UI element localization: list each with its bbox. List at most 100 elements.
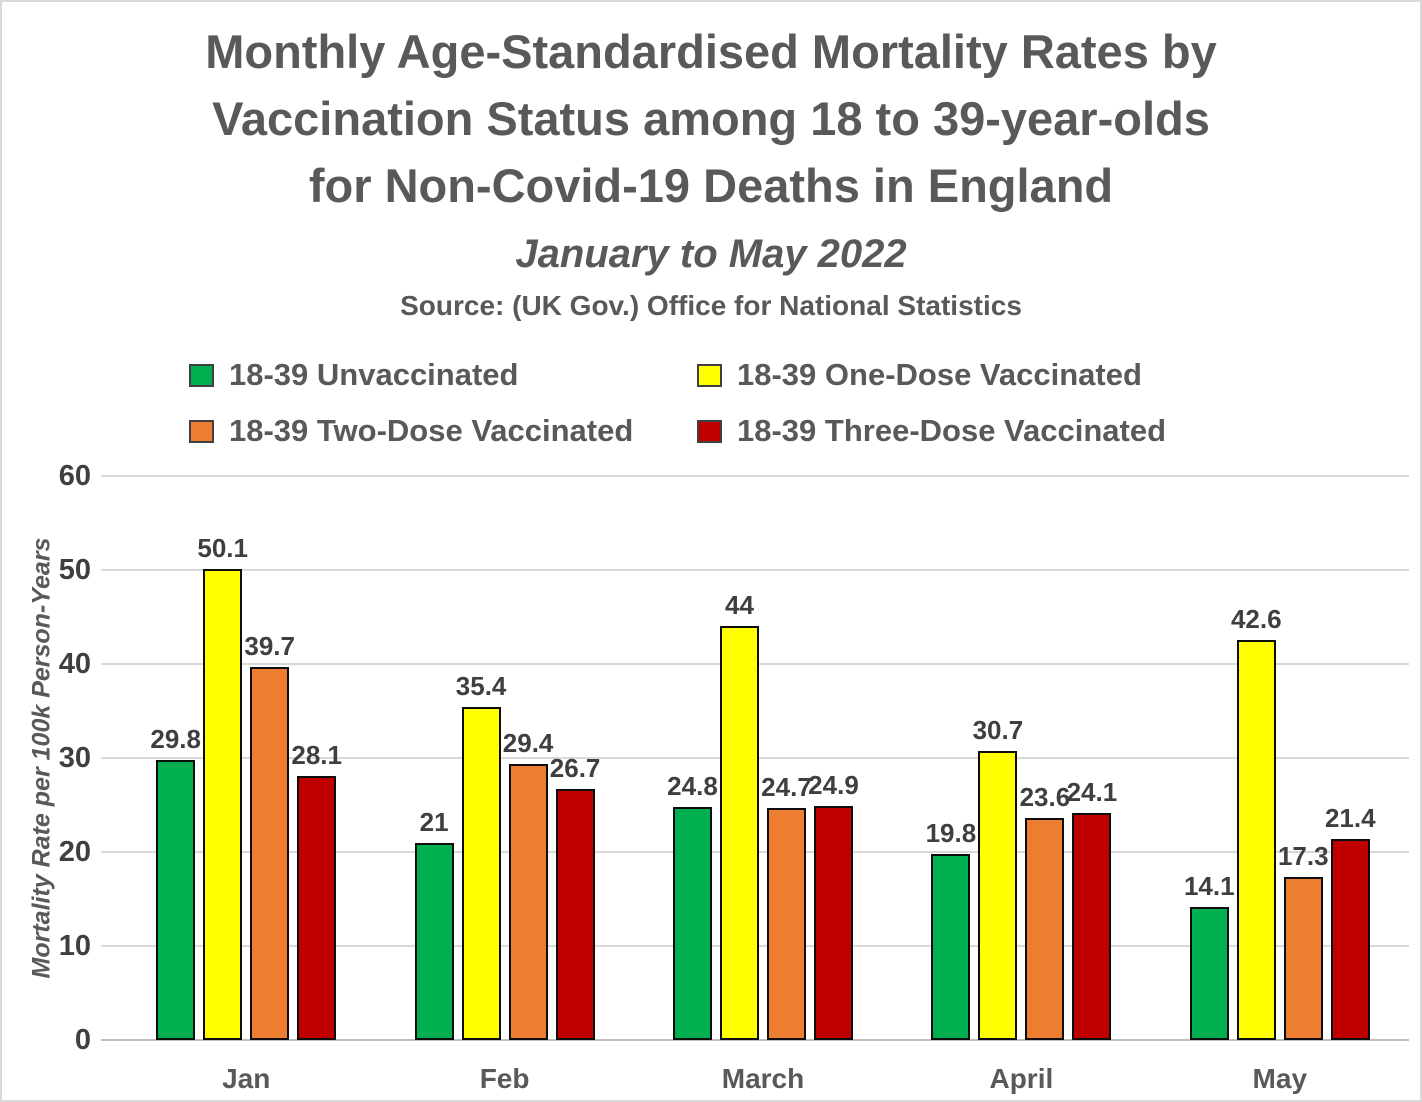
chart-legend: 18-39 Unvaccinated 18-39 One-Dose Vaccin… — [2, 354, 1420, 454]
chart-title-line-1: Monthly Age-Standardised Mortality Rates… — [205, 25, 1217, 78]
barwrap-unvaccinated-april: 19.8 — [926, 818, 976, 1040]
value-label-unvaccinated-feb: 21 — [419, 806, 449, 837]
value-label-unvaccinated-jan: 29.8 — [150, 723, 201, 754]
x-axis-label-march: March — [721, 1063, 805, 1094]
barwrap-unvaccinated-feb: 21 — [414, 807, 454, 1040]
barwrap-three-dose-feb: 26.7 — [550, 753, 600, 1040]
bar-cluster: 24.8 44 24.7 24.9 — [634, 476, 892, 1040]
legend-item-two-dose: 18-39 Two-Dose Vaccinated — [189, 410, 633, 452]
legend-swatch-two-dose — [189, 419, 214, 443]
chart-title-line-3: for Non-Covid-19 Deaths in England — [308, 159, 1114, 212]
chart-subtitle: January to May 2022 — [515, 232, 907, 276]
bar-three-dose-april — [1072, 813, 1112, 1040]
value-label-one-dose-jan: 50.1 — [197, 533, 248, 564]
value-label-two-dose-jan: 39.7 — [244, 630, 295, 661]
barwrap-two-dose-feb: 29.4 — [503, 728, 553, 1040]
bar-cluster: 21 35.4 29.4 26.7 — [375, 476, 633, 1040]
y-tick-label-30: 30 — [58, 742, 91, 774]
x-axis-label-april: April — [989, 1063, 1054, 1094]
bar-one-dose-april — [978, 751, 1018, 1040]
barwrap-one-dose-march: 44 — [719, 590, 759, 1040]
gridline-0 — [117, 1039, 1409, 1041]
barwrap-unvaccinated-march: 24.8 — [667, 771, 718, 1040]
barwrap-two-dose-may: 17.3 — [1278, 841, 1329, 1040]
gridline-50 — [117, 569, 1409, 571]
gridline-30 — [117, 757, 1409, 759]
bar-three-dose-march — [813, 805, 853, 1040]
gridline-60 — [117, 475, 1409, 477]
legend-item-one-dose: 18-39 One-Dose Vaccinated — [697, 354, 1142, 396]
bar-cluster: 19.8 30.7 23.6 24.1 — [892, 476, 1150, 1040]
bar-one-dose-may — [1236, 639, 1276, 1040]
y-tick-label-20: 20 — [58, 836, 91, 868]
value-label-three-dose-may: 21.4 — [1324, 802, 1376, 833]
barwrap-one-dose-may: 42.6 — [1231, 604, 1282, 1040]
gridline-40 — [117, 663, 1409, 665]
y-tick-30 — [101, 757, 117, 759]
barwrap-one-dose-april: 30.7 — [973, 715, 1023, 1040]
bar-unvaccinated-jan — [156, 759, 196, 1040]
y-tick-20 — [101, 851, 117, 853]
bar-group-april: 19.8 30.7 23.6 24.1 — [892, 476, 1150, 1040]
value-label-unvaccinated-march: 24.8 — [667, 770, 718, 801]
bar-unvaccinated-feb — [414, 842, 454, 1040]
y-tick-label-50: 50 — [58, 554, 91, 586]
legend-label-one-dose: 18-39 One-Dose Vaccinated — [737, 357, 1142, 392]
bar-unvaccinated-may — [1189, 907, 1229, 1040]
barwrap-three-dose-march: 24.9 — [808, 770, 859, 1040]
legend-label-unvaccinated: 18-39 Unvaccinated — [229, 357, 519, 392]
bar-one-dose-jan — [203, 569, 243, 1040]
barwrap-three-dose-april: 24.1 — [1067, 777, 1117, 1040]
bar-group-march: 24.8 44 24.7 24.9 — [634, 476, 892, 1040]
barwrap-two-dose-april: 23.6 — [1020, 782, 1070, 1040]
value-label-one-dose-march: 44 — [725, 590, 754, 621]
bar-three-dose-jan — [297, 775, 337, 1040]
gridline-10 — [117, 945, 1409, 947]
bar-three-dose-may — [1330, 838, 1370, 1040]
barwrap-two-dose-jan: 39.7 — [244, 631, 295, 1040]
bar-group-jan: 29.8 50.1 39.7 28.1 — [117, 476, 375, 1040]
x-axis-label-may: May — [1252, 1063, 1308, 1094]
y-tick-label-10: 10 — [58, 930, 91, 962]
legend-label-three-dose: 18-39 Three-Dose Vaccinated — [737, 413, 1167, 448]
bar-two-dose-april — [1025, 818, 1065, 1040]
bar-three-dose-feb — [555, 789, 595, 1040]
gridline-20 — [117, 851, 1409, 853]
bar-cluster: 29.8 50.1 39.7 28.1 — [117, 476, 375, 1040]
bar-one-dose-march — [719, 626, 759, 1040]
value-label-three-dose-feb: 26.7 — [549, 753, 601, 784]
chart-header: Monthly Age-Standardised Mortality Rates… — [2, 18, 1420, 323]
y-tick-40 — [101, 663, 117, 665]
legend-swatch-unvaccinated — [189, 363, 214, 387]
chart-source: Source: (UK Gov.) Office for National St… — [400, 290, 1022, 321]
y-tick-label-60: 60 — [58, 460, 91, 492]
bar-group-feb: 21 35.4 29.4 26.7 — [375, 476, 633, 1040]
bar-unvaccinated-april — [931, 853, 971, 1040]
barwrap-one-dose-feb: 35.4 — [456, 671, 506, 1040]
bar-one-dose-feb — [461, 707, 501, 1040]
value-label-two-dose-may: 17.3 — [1277, 841, 1329, 872]
barwrap-unvaccinated-may: 14.1 — [1184, 871, 1235, 1040]
value-label-one-dose-april: 30.7 — [972, 715, 1024, 746]
chart-title-line-2: Vaccination Status among 18 to 39-year-o… — [212, 92, 1210, 145]
value-label-one-dose-may: 42.6 — [1230, 603, 1282, 634]
y-tick-label-40: 40 — [58, 648, 91, 680]
value-label-two-dose-march: 24.7 — [761, 771, 812, 802]
barwrap-three-dose-jan: 28.1 — [291, 740, 342, 1040]
bar-two-dose-may — [1283, 877, 1323, 1040]
legend-swatch-three-dose — [697, 419, 722, 443]
barwrap-two-dose-march: 24.7 — [761, 772, 812, 1040]
barwrap-three-dose-may: 21.4 — [1325, 803, 1376, 1040]
bar-cluster: 14.1 42.6 17.3 21.4 — [1151, 476, 1409, 1040]
plot-area: 0 10 20 30 40 50 60 29.8 50.1 39.7 28.1 Jan 21 35.4 29… — [59, 460, 1409, 1094]
y-tick-10 — [101, 945, 117, 947]
y-tick-60 — [101, 475, 117, 477]
barwrap-one-dose-jan: 50.1 — [197, 533, 248, 1040]
value-label-three-dose-april: 24.1 — [1066, 777, 1118, 808]
x-axis-label-feb: Feb — [479, 1063, 530, 1094]
value-label-unvaccinated-april: 19.8 — [925, 817, 977, 848]
x-axis-label-jan: Jan — [222, 1063, 271, 1094]
legend-label-two-dose: 18-39 Two-Dose Vaccinated — [229, 413, 634, 448]
bar-two-dose-jan — [250, 666, 290, 1040]
